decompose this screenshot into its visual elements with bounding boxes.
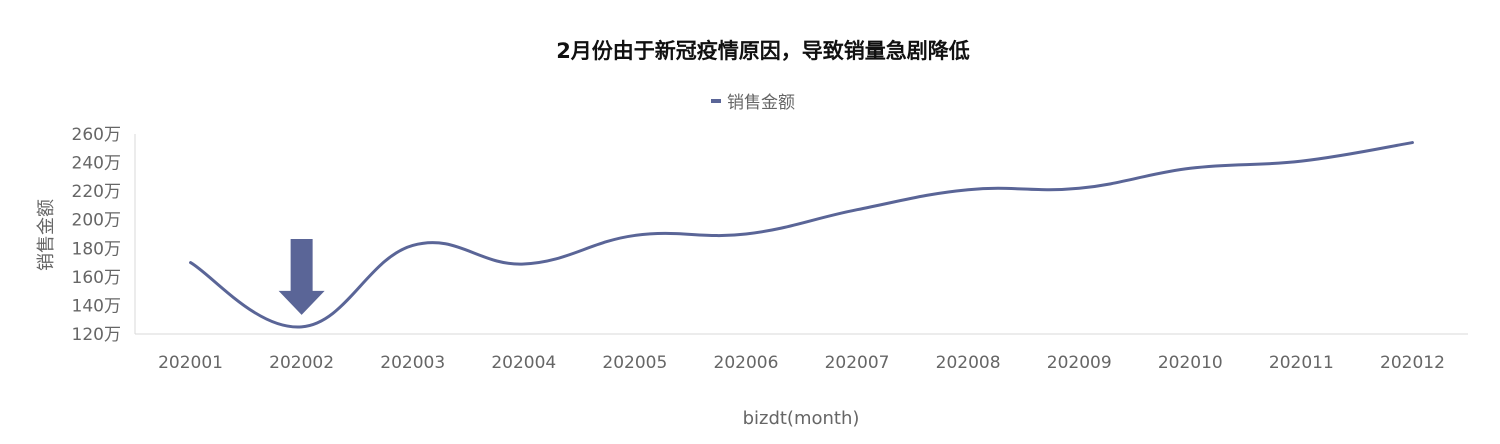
y-tick-label: 160万 — [72, 268, 121, 288]
y-tick-label: 180万 — [72, 239, 121, 259]
x-tick-label: 202005 — [602, 353, 667, 373]
y-axis-ticks: 120万 140万 160万 180万 200万 220万 240万 260万 — [72, 125, 121, 345]
series-line-sales — [189, 141, 1414, 329]
y-axis-title: 销售金额 — [36, 199, 57, 271]
x-tick-label: 202003 — [380, 353, 445, 373]
down-arrow-icon — [278, 239, 325, 315]
x-axis-ticks: 202001 202002 202003 202004 202005 202006 2020… — [158, 353, 1445, 373]
legend-swatch — [711, 99, 721, 103]
y-tick-label: 120万 — [72, 325, 121, 345]
x-tick-label: 202009 — [1047, 353, 1112, 373]
x-tick-label: 202011 — [1269, 353, 1334, 373]
legend: 销售金额 — [711, 93, 795, 113]
x-tick-label: 202007 — [825, 353, 890, 373]
x-tick-label: 202004 — [491, 353, 556, 373]
x-tick-label: 202006 — [714, 353, 779, 373]
x-tick-label: 202012 — [1380, 353, 1445, 373]
y-tick-label: 200万 — [72, 211, 121, 231]
legend-label: 销售金额 — [727, 93, 795, 113]
x-tick-label: 202010 — [1158, 353, 1223, 373]
x-tick-label: 202001 — [158, 353, 223, 373]
x-axis-title: bizdt(month) — [743, 408, 860, 429]
chart-title: 2月份由于新冠疫情原因，导致销量急剧降低 — [556, 39, 970, 63]
y-tick-label: 240万 — [72, 154, 121, 174]
x-tick-label: 202002 — [269, 353, 334, 373]
x-tick-label: 202008 — [936, 353, 1001, 373]
y-tick-label: 140万 — [72, 296, 121, 316]
down-arrow-annotation — [278, 239, 325, 315]
y-tick-label: 260万 — [72, 125, 121, 145]
y-tick-label: 220万 — [72, 182, 121, 202]
